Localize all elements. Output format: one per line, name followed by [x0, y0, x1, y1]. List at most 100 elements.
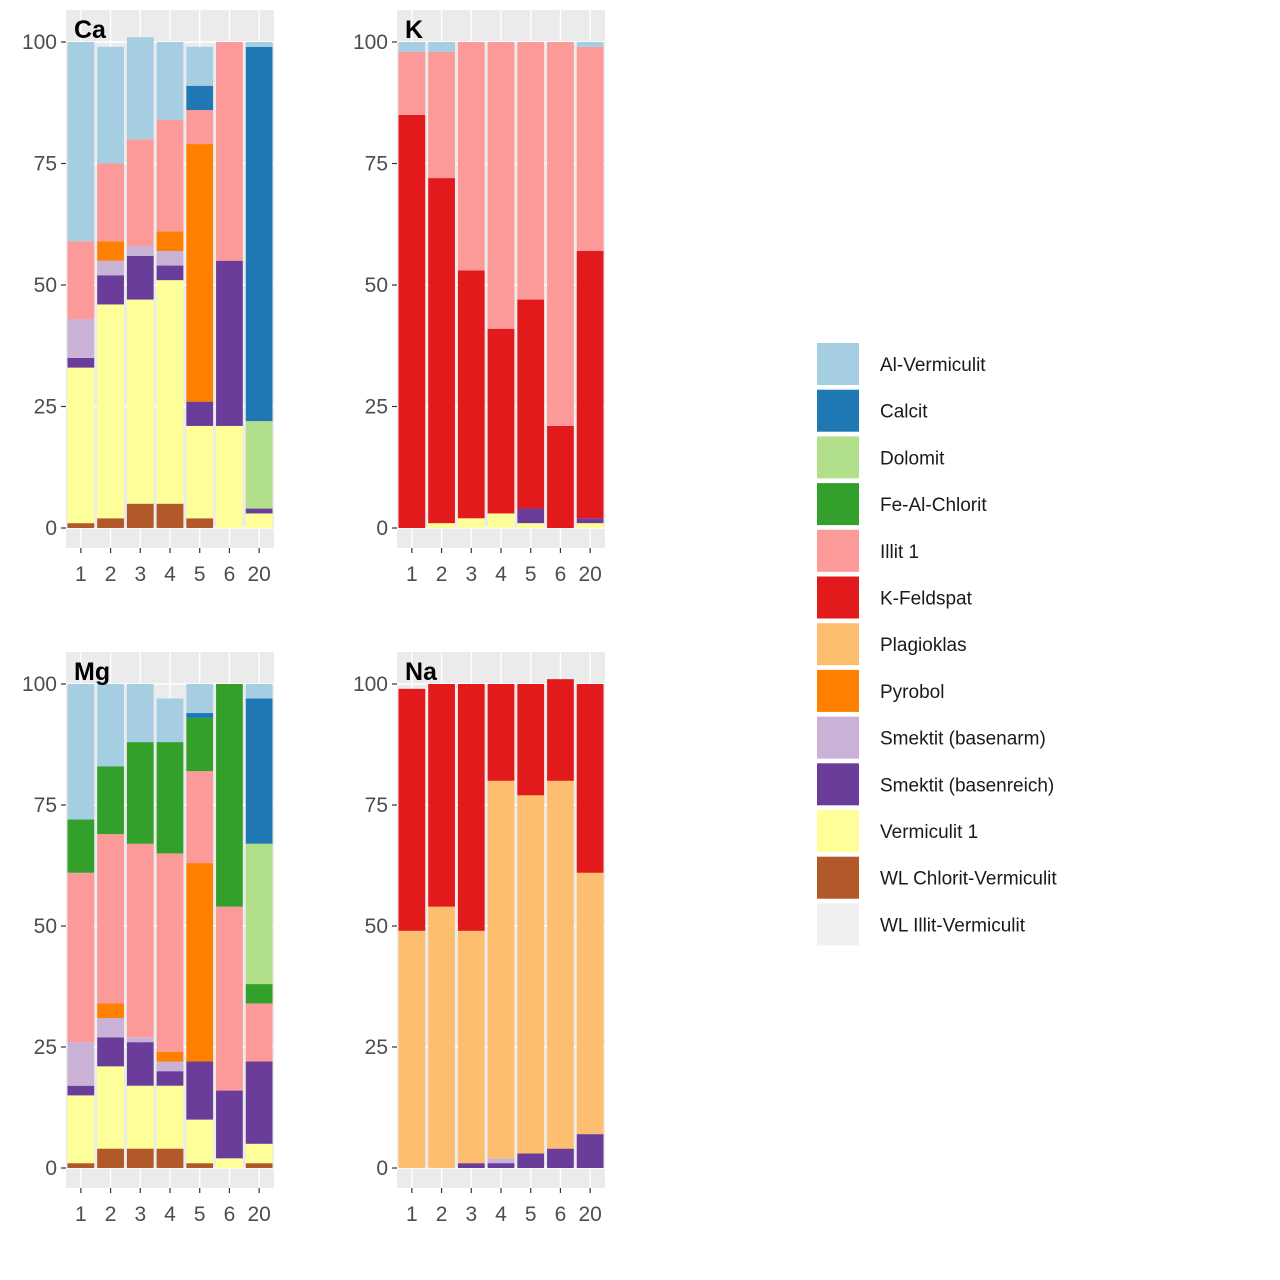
y-tick-label: 75	[365, 794, 388, 817]
panel-k: 0 25 50 75 100 1 2 3 4 5 6 20 K	[353, 10, 605, 586]
y-tick-label: 50	[34, 915, 57, 938]
bar-segment-plagioklas	[517, 795, 545, 1154]
x-tick-label: 20	[247, 1203, 270, 1226]
legend-item: Al-Vermiculit	[817, 343, 986, 385]
bar-segment-vermiculit-1	[517, 523, 545, 528]
bar-segment-vermiculit-1	[245, 513, 273, 528]
legend-label: Calcit	[880, 402, 928, 423]
legend-label: WL Illit-Vermiculit	[880, 915, 1026, 936]
bar-segment-plagioklas	[487, 780, 515, 1159]
x-tick-label: 5	[525, 563, 537, 586]
bar-segment-illit-1	[517, 42, 545, 300]
y-tick-label: 75	[34, 794, 57, 817]
x-tick-label: 20	[578, 1203, 601, 1226]
bar-segment-al-vermiculit	[576, 42, 604, 47]
bar-segment-al-vermiculit	[67, 684, 95, 820]
bar-segment-smektit-basenarm	[156, 1061, 184, 1072]
bar-segment-pyrobol	[97, 241, 124, 261]
x-tick-label: 4	[495, 1203, 507, 1226]
bar-segment-al-vermiculit	[245, 42, 273, 47]
x-tick-label: 3	[134, 563, 146, 586]
panel-ca: 0 25 50 75 100 1 2 3 4 5 6 20 Ca	[22, 10, 274, 586]
bar-segment-al-vermiculit	[156, 42, 184, 120]
bar-segment-smektit-basenarm	[97, 1017, 124, 1038]
legend-key	[817, 763, 859, 806]
bar-segment-vermiculit-1	[67, 1095, 95, 1164]
bar-segment-vermiculit-1	[126, 299, 154, 504]
y-tick-label: 25	[34, 396, 57, 419]
bar-segment-illit-1	[97, 163, 124, 242]
y-tick-label: 25	[365, 1036, 388, 1059]
bar-segment-vermiculit-1	[156, 280, 184, 504]
bar-segment-fe-al-chlorit	[126, 742, 154, 844]
legend-item: Smektit (basenreich)	[817, 763, 1054, 806]
legend-item: WL Illit-Vermiculit	[817, 903, 1026, 946]
y-tick-label: 0	[376, 1157, 388, 1180]
bar-segment-vermiculit-1	[186, 1119, 214, 1164]
y-tick-label: 100	[22, 31, 57, 54]
bar-segment-plagioklas	[428, 906, 455, 1168]
bar-segment-vermiculit-1	[97, 304, 124, 519]
bar-segment-illit-1	[67, 872, 95, 1043]
legend-key	[817, 389, 859, 432]
bar-segment-plagioklas	[457, 930, 485, 1164]
legend-key	[817, 716, 859, 759]
x-tick-label: 2	[436, 563, 448, 586]
x-tick-label: 1	[406, 1203, 418, 1226]
legend-key	[817, 529, 859, 572]
bar-segment-fe-al-chlorit	[245, 984, 273, 1004]
bar-segment-smektit-basenreich	[457, 1163, 485, 1168]
bar-segment-al-vermiculit	[97, 684, 124, 767]
bar-segment-smektit-basenreich	[126, 255, 154, 300]
bar-segment-illit-1	[547, 42, 574, 426]
bar-segment-al-vermiculit	[126, 684, 154, 743]
panel-title: Mg	[74, 658, 110, 686]
bar-segment-al-vermiculit	[97, 46, 124, 164]
bar-segment-calcit	[245, 698, 273, 844]
bar-segment-vermiculit-1	[156, 1085, 184, 1149]
bar-segment-vermiculit-1	[126, 1085, 154, 1149]
x-tick-label: 6	[555, 563, 567, 586]
bar-segment-smektit-basenreich	[216, 1090, 243, 1159]
bar-segment-vermiculit-1	[97, 1066, 124, 1149]
bar-segment-plagioklas	[576, 872, 604, 1135]
bar-segment-smektit-basenreich	[245, 508, 273, 514]
legend: Al-Vermiculit Calcit Dolomit Fe-Al-Chlorit I…	[817, 343, 1057, 946]
legend-item: K-Feldspat	[817, 576, 973, 619]
bar-segment-illit-1	[245, 1003, 273, 1062]
legend-key	[817, 483, 859, 526]
bar-segment-k-feldspat	[547, 425, 574, 528]
bar-segment-smektit-basenreich	[547, 1148, 574, 1168]
legend-label: Smektit (basenarm)	[880, 729, 1046, 750]
bar-segment-k-feldspat	[457, 684, 485, 931]
x-tick-label: 3	[134, 1203, 146, 1226]
legend-label: Vermiculit 1	[880, 822, 978, 843]
bar-segment-smektit-basenarm	[126, 246, 154, 256]
y-tick-label: 0	[45, 1157, 57, 1180]
bar-segment-k-feldspat	[487, 684, 515, 781]
bar-segment-illit-1	[487, 42, 515, 329]
legend-item: Smektit (basenarm)	[817, 716, 1046, 759]
bar-segment-illit-1	[97, 834, 124, 1004]
legend-label: K-Feldspat	[880, 589, 973, 610]
legend-key	[817, 810, 859, 852]
legend-label: Al-Vermiculit	[880, 355, 986, 376]
legend-item: Fe-Al-Chlorit	[817, 483, 987, 526]
bar-segment-al-vermiculit	[126, 37, 154, 140]
bar-segment-vermiculit-1	[216, 1158, 243, 1168]
bar-segment-al-vermiculit	[186, 46, 214, 86]
bar-segment-vermiculit-1	[245, 1143, 273, 1164]
bar-segment-k-feldspat	[428, 684, 455, 907]
x-tick-label: 3	[465, 1203, 477, 1226]
bar-segment-illit-1	[216, 42, 243, 261]
bar-segment-smektit-basenreich	[67, 1085, 95, 1096]
bar-segment-smektit-basenreich	[186, 401, 214, 426]
legend-label: Dolomit	[880, 448, 945, 469]
bar-segment-illit-1	[428, 51, 455, 179]
y-tick-label: 100	[22, 673, 57, 696]
legend-item: WL Chlorit-Vermiculit	[817, 856, 1057, 899]
bar-segment-illit-1	[576, 46, 604, 251]
bar-segment-k-feldspat	[487, 328, 515, 514]
bar-segment-fe-al-chlorit	[97, 766, 124, 835]
bar-segment-smektit-basenreich	[156, 1071, 184, 1086]
